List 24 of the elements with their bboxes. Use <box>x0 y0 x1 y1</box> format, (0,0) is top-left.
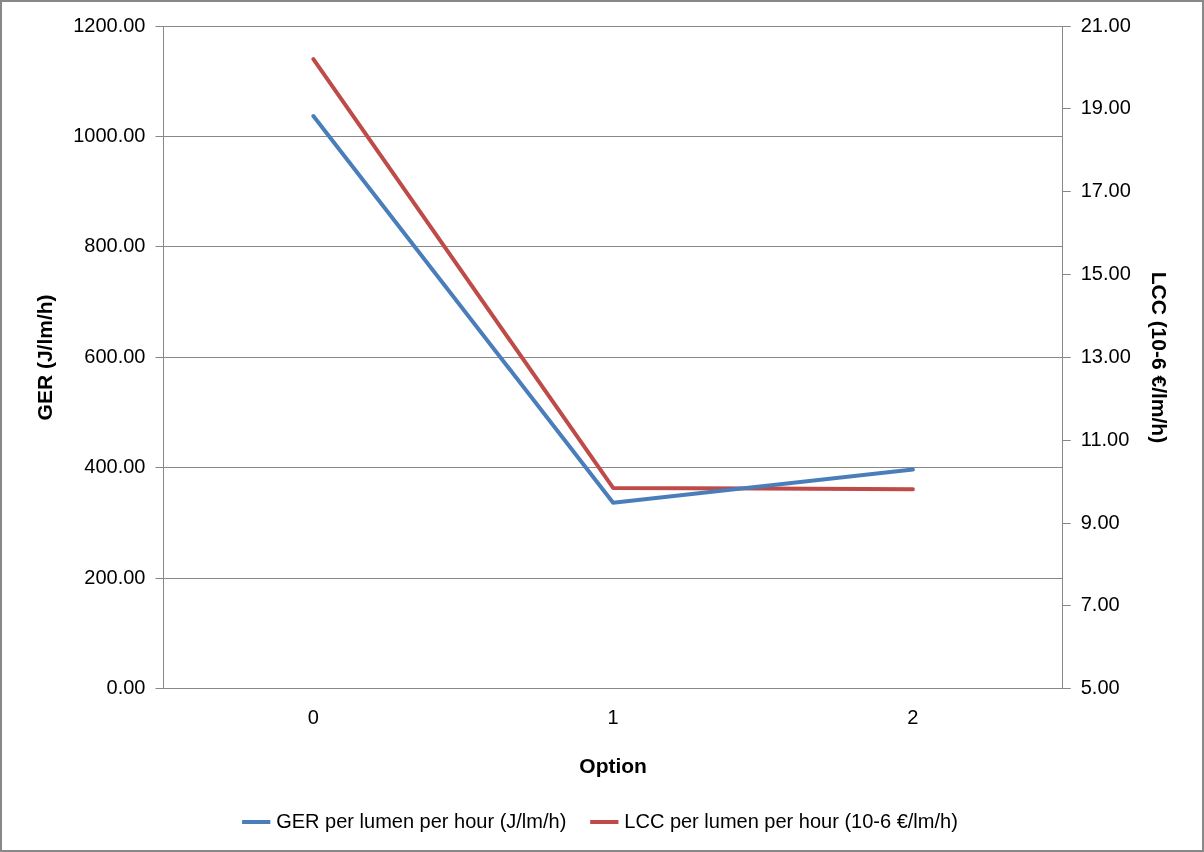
y2-tick-label: 5.00 <box>1080 676 1120 699</box>
y2-tick-label: 9.00 <box>1080 510 1120 533</box>
y-tick-label: 400.00 <box>84 455 146 478</box>
y2-tick-label: 13.00 <box>1080 344 1131 367</box>
x-tick-label: 2 <box>907 706 919 729</box>
y-tick-label: 1200.00 <box>73 13 146 36</box>
x-axis-title: Option <box>579 754 647 778</box>
y2-tick-label: 19.00 <box>1080 96 1131 119</box>
y-tick-label: 800.00 <box>84 234 146 257</box>
y2-tick-label: 7.00 <box>1080 593 1120 616</box>
y2-tick-label: 15.00 <box>1080 262 1131 285</box>
y2-tick-label: 11.00 <box>1080 427 1130 450</box>
x-tick-label: 0 <box>307 706 319 729</box>
y-axis-title: GER (J/lm/h) <box>33 294 57 421</box>
y-tick-label: 0.00 <box>106 676 146 699</box>
y-tick-label: 1000.00 <box>73 123 146 146</box>
y-tick-label: 200.00 <box>84 565 146 588</box>
y-tick-label: 600.00 <box>84 344 146 367</box>
y2-tick-label: 21.00 <box>1080 13 1131 36</box>
y2-axis-title: LCC (10-6 €/lm/h) <box>1147 271 1171 444</box>
legend-label: LCC per lumen per hour (10-6 €/lm/h) <box>624 809 958 832</box>
y2-tick-label: 17.00 <box>1080 179 1131 202</box>
x-tick-label: 1 <box>607 706 619 729</box>
legend-label: GER per lumen per hour (J/lm/h) <box>276 809 567 832</box>
